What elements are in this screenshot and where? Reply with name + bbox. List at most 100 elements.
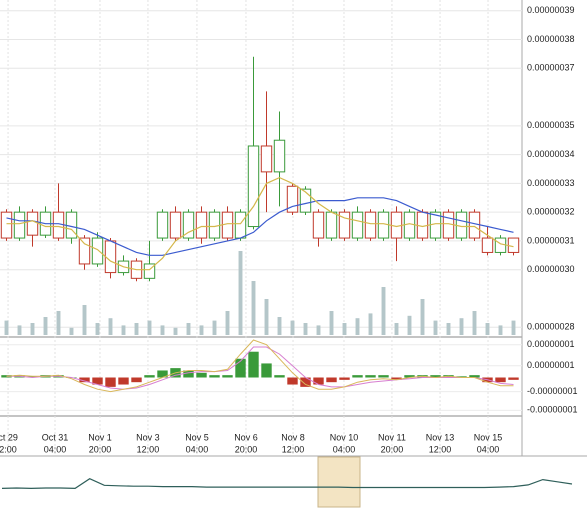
x-tick-label: Nov 8 xyxy=(281,432,305,442)
macd-bar xyxy=(261,363,272,378)
volume-bar xyxy=(43,317,48,335)
candle-body xyxy=(351,211,364,239)
candle-body xyxy=(234,211,247,239)
candle-body xyxy=(195,211,208,239)
macd-bar xyxy=(196,372,207,378)
candle-body xyxy=(494,237,507,253)
volume-bar xyxy=(420,299,425,335)
candle-body xyxy=(312,211,325,239)
candle-body xyxy=(377,211,390,239)
volume-bar xyxy=(290,320,295,335)
volume-bar xyxy=(186,323,191,335)
volume-bar xyxy=(199,325,204,335)
candle-body xyxy=(221,211,234,239)
macd-line xyxy=(6,346,514,390)
volume-bar xyxy=(147,320,152,335)
candle-body xyxy=(104,240,117,274)
macd-tick-label: -0.00000001 xyxy=(527,386,578,396)
macd-bar xyxy=(365,375,376,378)
macd-tick-label: 0.00000001 xyxy=(527,339,575,349)
candle-body xyxy=(52,211,65,239)
volume-bar xyxy=(446,323,451,335)
volume-bar xyxy=(212,320,217,335)
macd-bar xyxy=(118,377,129,385)
volume-bar xyxy=(82,305,87,335)
y-tick-label: 0.00000031 xyxy=(527,235,575,245)
candle-body xyxy=(273,139,286,173)
candle-body xyxy=(26,211,39,236)
volume-bar xyxy=(4,320,9,335)
volume-bar xyxy=(511,320,516,335)
volume-bar xyxy=(121,325,126,335)
macd-bar xyxy=(157,370,168,378)
macd-bar xyxy=(131,377,142,383)
x-tick-time: 20:00 xyxy=(235,444,258,454)
volume-bar xyxy=(95,323,100,335)
volume-bar xyxy=(108,318,113,335)
candle-body xyxy=(364,211,377,239)
navigator-selection[interactable] xyxy=(317,456,361,508)
candle-body xyxy=(91,237,104,265)
volume-bar xyxy=(69,327,74,335)
volume-bar xyxy=(160,325,165,335)
x-tick-label: Nov 5 xyxy=(185,432,209,442)
navigator-line xyxy=(1,478,573,490)
candle-body xyxy=(260,145,273,173)
y-tick-label: 0.00000037 xyxy=(527,63,575,73)
volume-bar xyxy=(173,327,178,335)
macd-line xyxy=(6,339,514,393)
macd-bar xyxy=(144,375,155,378)
x-tick-time: 12:00 xyxy=(282,444,305,454)
x-tick-time: 04:00 xyxy=(186,444,209,454)
volume-bar xyxy=(329,311,334,335)
candle-body xyxy=(403,211,416,239)
y-tick-label: 0.00000030 xyxy=(527,264,575,274)
macd-bar xyxy=(404,375,415,378)
macd-bar xyxy=(79,377,90,383)
candle-body xyxy=(481,237,494,253)
macd-bar xyxy=(222,375,233,378)
macd-bar xyxy=(508,377,519,380)
volume-bar xyxy=(472,311,477,335)
x-tick-time: 04:00 xyxy=(333,444,356,454)
x-tick-time: 12:00 xyxy=(429,444,452,454)
macd-bar xyxy=(235,358,246,378)
volume-bar xyxy=(381,287,386,335)
candle-body xyxy=(468,211,481,239)
macd-bar xyxy=(300,377,311,387)
candle-body xyxy=(0,211,13,239)
macd-bar xyxy=(378,375,389,378)
macd-tick-label: 0.00000001 xyxy=(527,360,575,370)
candle-body xyxy=(325,211,338,239)
x-tick-label: Nov 6 xyxy=(234,432,258,442)
volume-bar xyxy=(238,251,243,335)
volume-bar xyxy=(225,311,230,335)
x-tick-label: Nov 15 xyxy=(474,432,503,442)
x-tick-label: Nov 13 xyxy=(426,432,455,442)
volume-bar xyxy=(485,323,490,335)
y-tick-label: 0.00000038 xyxy=(527,34,575,44)
macd-bar xyxy=(183,370,194,378)
candle-body xyxy=(13,211,26,239)
y-tick-label: 0.00000032 xyxy=(527,207,575,217)
macd-bar xyxy=(469,375,480,378)
macd-bar xyxy=(313,377,324,385)
candle-body xyxy=(442,211,455,239)
volume-bar xyxy=(17,325,22,335)
x-tick-time: 20:00 xyxy=(381,444,404,454)
macd-bar xyxy=(430,375,441,378)
candle-body xyxy=(507,237,520,253)
moving-average xyxy=(6,197,514,256)
x-tick-label: Nov 11 xyxy=(378,432,406,442)
volume-bar xyxy=(264,299,269,335)
candle-body xyxy=(299,188,312,213)
volume-bar xyxy=(355,318,360,335)
volume-bar xyxy=(368,313,373,335)
volume-bar xyxy=(459,318,464,335)
x-tick-time: 04:00 xyxy=(477,444,500,454)
x-tick-time: 04:00 xyxy=(44,444,67,454)
macd-bar xyxy=(92,377,103,385)
x-tick-label: ct 29 xyxy=(0,432,18,442)
candle-body xyxy=(143,263,156,279)
